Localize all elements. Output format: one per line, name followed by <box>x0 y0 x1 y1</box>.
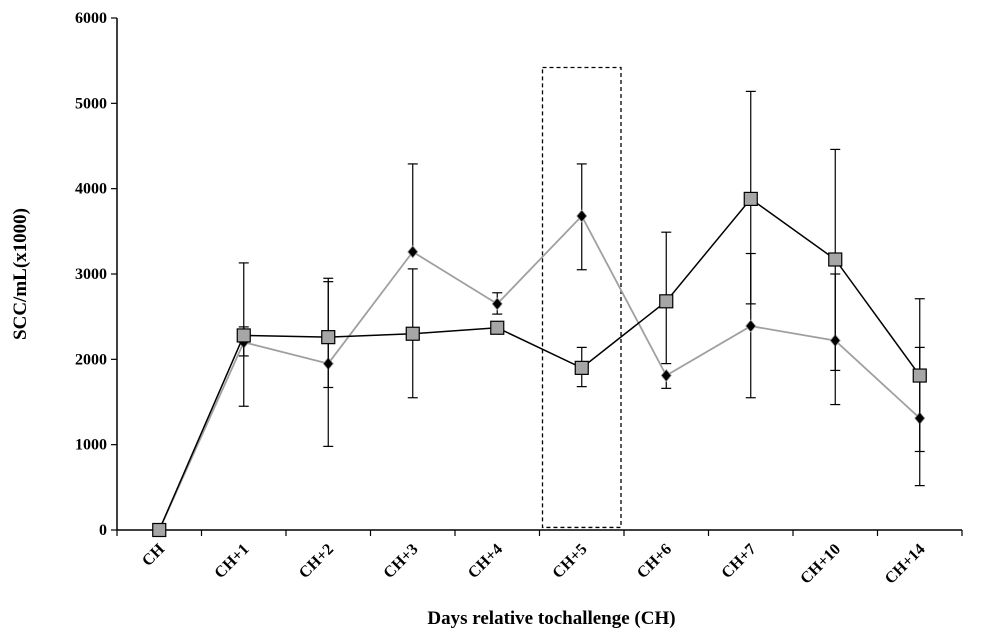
x-tick-label: CH+5 <box>549 541 590 582</box>
y-tick-label: 6000 <box>75 10 107 27</box>
x-tick-label: CH+3 <box>380 541 421 582</box>
data-point <box>407 245 419 259</box>
x-tick-label: CH+14 <box>882 541 929 588</box>
data-point <box>828 252 843 267</box>
data-point <box>405 326 420 341</box>
chart-series <box>152 90 927 538</box>
chart-annotations <box>541 66 622 529</box>
data-point <box>660 368 672 383</box>
data-point <box>576 209 588 223</box>
x-tick-label: CH+6 <box>634 541 675 582</box>
y-tick-label: 5000 <box>75 95 107 112</box>
y-axis-title: SCC/mL(x1000) <box>10 208 31 340</box>
y-tick-label: 4000 <box>75 181 107 198</box>
x-tick-label: CH+7 <box>718 541 759 582</box>
data-point <box>321 330 336 345</box>
chart-axes: 0 1000 2000 3000 4000 5000 6000 CH CH+1 CH+2 CH+3 C… <box>75 10 963 588</box>
y-tick-label: 3000 <box>75 266 107 283</box>
series-line <box>158 197 921 531</box>
x-tick-label: CH+1 <box>211 541 252 582</box>
series-1 <box>152 90 927 538</box>
y-tick-label: 2000 <box>75 351 107 368</box>
data-point <box>236 328 251 343</box>
data-point <box>743 191 758 207</box>
series-line <box>158 214 921 531</box>
x-axis-title: Days relative tochallenge (CH) <box>427 608 675 629</box>
data-point <box>745 319 757 333</box>
x-tick-label: CH <box>139 540 168 569</box>
highlight-box <box>541 66 622 529</box>
series-2 <box>153 163 926 537</box>
x-tick-label: CH+2 <box>296 541 337 582</box>
data-point <box>490 320 505 335</box>
data-point <box>152 522 167 538</box>
data-point <box>574 360 589 375</box>
x-tick-label: CH+4 <box>465 541 506 582</box>
y-tick-label: 0 <box>99 522 107 539</box>
x-tick-label: CH+10 <box>797 541 844 588</box>
data-point <box>912 368 927 383</box>
data-point <box>659 294 674 309</box>
y-tick-label: 1000 <box>75 437 107 454</box>
data-point <box>491 297 503 311</box>
